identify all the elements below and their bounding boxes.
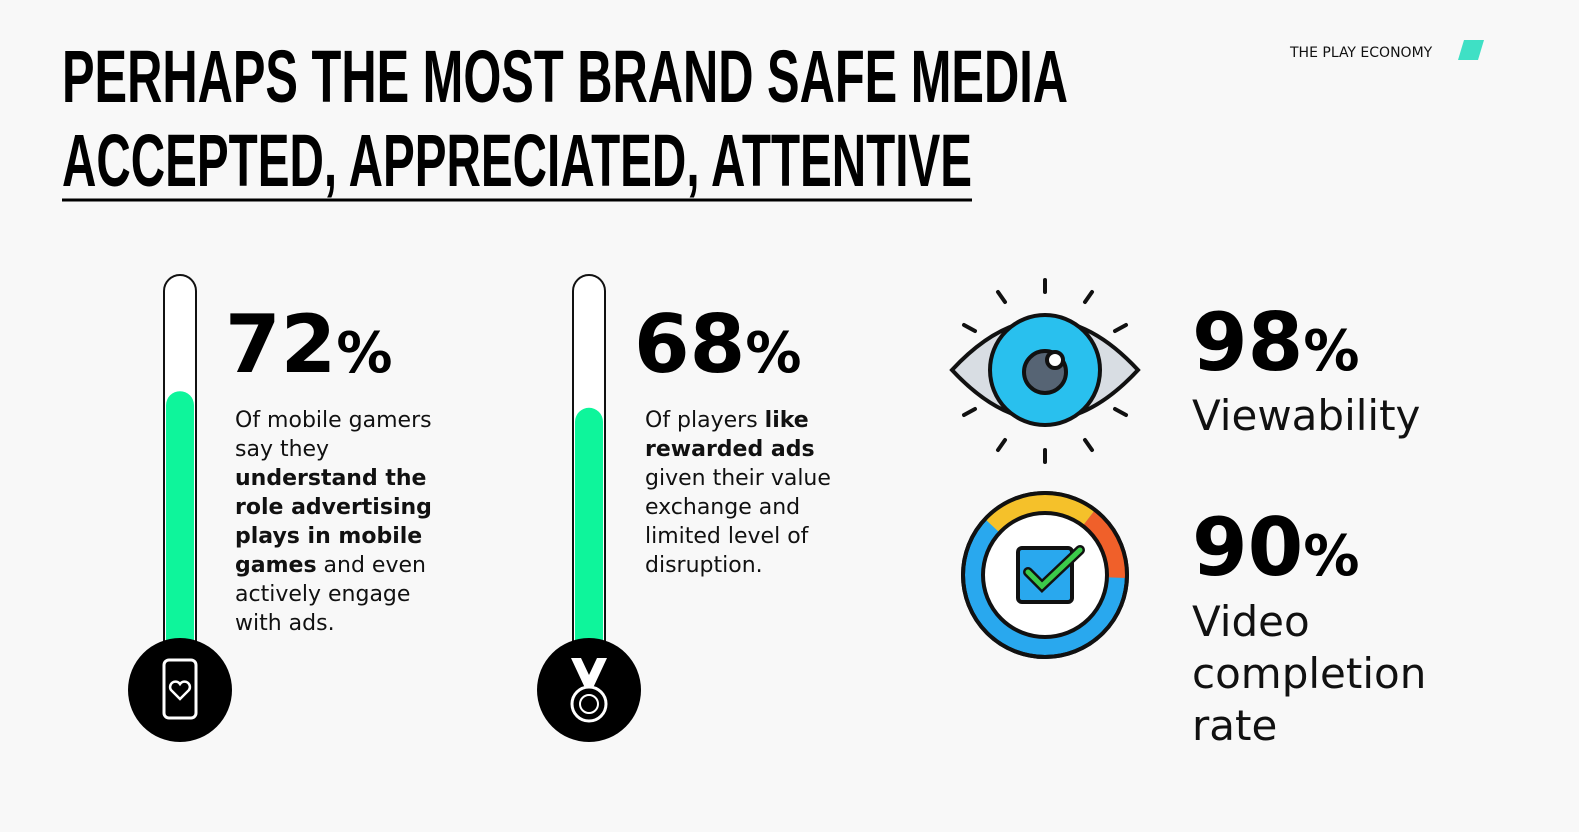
- text-run: Video completion rate: [1192, 597, 1427, 750]
- stat-text: Of players like rewarded ads given their…: [645, 406, 835, 580]
- value: 98: [1192, 296, 1304, 389]
- stat-number: 98%: [1192, 303, 1359, 392]
- value: 72: [225, 298, 337, 391]
- eye-icon: [949, 278, 1141, 464]
- stat-text: Video completion rate: [1192, 596, 1432, 752]
- stat-number: 72%: [225, 305, 392, 394]
- stat-text: Viewability: [1192, 390, 1432, 442]
- brand-logo: [1458, 40, 1484, 60]
- brand: THE PLAY ECONOMY: [1289, 45, 1433, 61]
- thermometer-fill: [575, 407, 603, 690]
- value: 90: [1192, 501, 1304, 594]
- medal-inner: [579, 694, 599, 714]
- completion-icon: [961, 491, 1129, 659]
- unit: %: [1303, 319, 1360, 384]
- medal: [570, 685, 608, 723]
- unit: %: [745, 321, 802, 386]
- icon-badge: [128, 638, 232, 742]
- medal-ribbon: [571, 658, 607, 688]
- stat-number: 68%: [634, 305, 801, 394]
- title-line: ACCEPTED, APPRECIATED, ATTENTIVE: [62, 119, 972, 202]
- value: 68: [634, 298, 746, 391]
- text-run: Of mobile gamers say they: [235, 408, 432, 462]
- text-run: like rewarded ads: [645, 408, 815, 462]
- text-run: Of players: [645, 408, 765, 433]
- text-run: Viewability: [1192, 391, 1421, 440]
- stat-text: Of mobile gamers say they understand the…: [235, 406, 440, 638]
- text-run: given their value exchange and limited l…: [645, 466, 831, 578]
- phone-icon: [162, 658, 198, 720]
- unit: %: [336, 321, 393, 386]
- unit: %: [1303, 524, 1360, 589]
- icon-badge: [537, 638, 641, 742]
- thermometer-fill: [166, 391, 194, 690]
- title-line: PERHAPS THE MOST BRAND SAFE MEDIA: [62, 35, 1068, 118]
- text-run: and even actively engage with ads.: [235, 553, 426, 636]
- stat-number: 90%: [1192, 508, 1359, 597]
- text-run: understand the role advertising plays in…: [235, 466, 432, 578]
- heart-icon: [168, 680, 192, 701]
